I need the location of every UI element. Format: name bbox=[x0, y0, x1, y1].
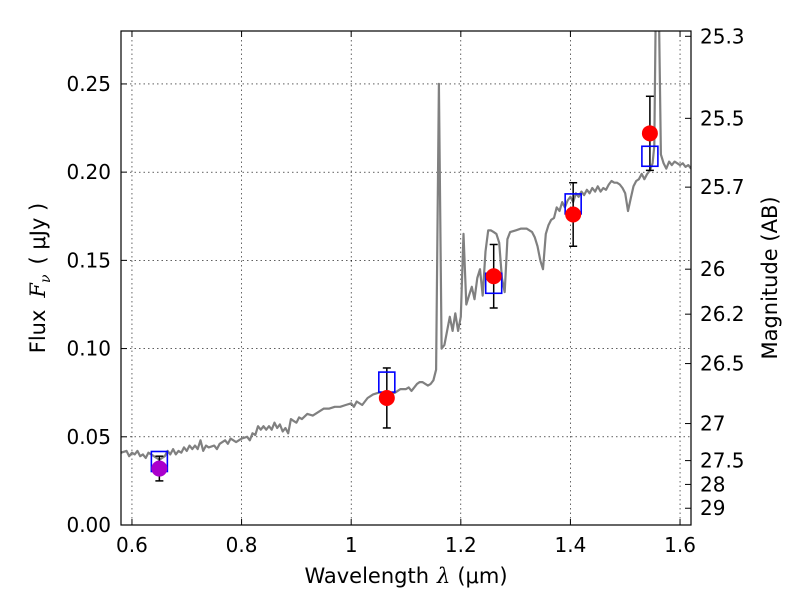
right-tick-label: 26 bbox=[700, 257, 725, 281]
data-markers bbox=[150, 95, 659, 482]
y-tick-label: 0.20 bbox=[66, 160, 111, 184]
y-tick-label: 0.15 bbox=[66, 248, 111, 272]
right-axis-label: Magnitude (AB) bbox=[758, 196, 782, 359]
y-tick-label: 0.00 bbox=[66, 513, 111, 537]
right-tick-label: 28 bbox=[700, 472, 725, 496]
right-tick-label: 29 bbox=[700, 496, 725, 520]
x-axis-ticks: 0.6 0.8 1 1.2 1.4 1.6 bbox=[116, 31, 696, 557]
data-series bbox=[121, 31, 691, 461]
observed-flux-point bbox=[565, 206, 582, 223]
observed-flux-point bbox=[151, 460, 168, 477]
observed-flux-point bbox=[378, 389, 395, 406]
right-tick-label: 25.5 bbox=[700, 106, 745, 130]
x-tick-label: 0.8 bbox=[226, 533, 258, 557]
right-tick-label: 26.2 bbox=[700, 302, 745, 326]
model-flux-square bbox=[641, 145, 659, 168]
right-tick-label: 25.7 bbox=[700, 175, 745, 199]
observed-flux-point bbox=[641, 125, 658, 142]
x-tick-label: 0.6 bbox=[116, 533, 148, 557]
spectrum-line-segment bbox=[658, 31, 691, 170]
right-tick-label: 27 bbox=[700, 412, 725, 436]
x-tick-label: 1.2 bbox=[445, 533, 477, 557]
y-axis-label: FluxFν( μJy ) bbox=[26, 203, 54, 353]
observed-flux-point bbox=[485, 268, 502, 285]
x-tick-label: 1.4 bbox=[555, 533, 587, 557]
plot-frame bbox=[120, 30, 692, 526]
x-tick-label: 1.6 bbox=[664, 533, 696, 557]
x-tick-label: 1 bbox=[345, 533, 358, 557]
y-axis-ticks: 0.00 0.05 0.10 0.15 0.20 0.25 bbox=[66, 72, 127, 537]
y-tick-label: 0.25 bbox=[66, 72, 111, 96]
right-tick-label: 27.5 bbox=[700, 449, 745, 473]
right-tick-label: 25.3 bbox=[700, 24, 745, 48]
x-axis-label: Wavelength λ (μm) bbox=[304, 564, 507, 588]
y-tick-label: 0.05 bbox=[66, 425, 111, 449]
spectrum-line bbox=[121, 31, 657, 461]
right-tick-label: 26.5 bbox=[700, 352, 745, 376]
y-tick-label: 0.10 bbox=[66, 337, 111, 361]
